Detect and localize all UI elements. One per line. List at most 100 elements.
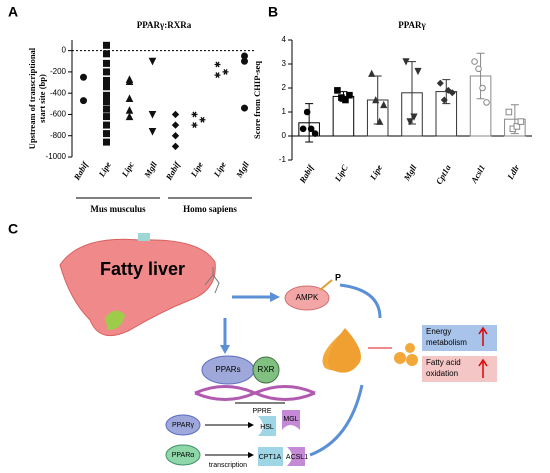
point [148, 110, 157, 119]
vessel [138, 233, 150, 241]
point [380, 100, 388, 109]
mgl-label: MGL [283, 416, 298, 423]
arrow-head [270, 292, 280, 302]
ppar-alpha [165, 444, 201, 466]
point [103, 68, 110, 76]
panel-label: A [8, 4, 18, 20]
point [376, 117, 384, 125]
point [448, 89, 456, 97]
chart-title: PPARγ:RXRa [137, 20, 192, 30]
point [125, 77, 134, 85]
point [334, 87, 341, 94]
acsl1-label: ACSL1 [286, 454, 308, 461]
ampk-label: AMPK [296, 293, 319, 302]
point [103, 121, 110, 129]
y-tick-label: 1 [282, 107, 287, 116]
group-label: Mus musculus [90, 204, 146, 214]
point [103, 91, 110, 99]
x-tick-label: Lipe [211, 160, 228, 180]
point [80, 97, 87, 105]
point [414, 67, 422, 76]
acsl1 [287, 447, 305, 466]
phospho-link [319, 279, 333, 291]
point [303, 108, 311, 116]
transcription-label: transcription [209, 462, 247, 469]
point [241, 104, 248, 112]
point [505, 108, 513, 116]
point [342, 96, 349, 104]
point [103, 76, 110, 84]
point [406, 118, 414, 126]
x-tick-label: Lipc [119, 160, 136, 180]
point [148, 57, 157, 66]
x-tick-label: Ldlr [505, 162, 522, 182]
up-arrow [478, 326, 488, 346]
x-tick-label: Rabif [163, 159, 182, 183]
ampk [284, 285, 330, 311]
arrow [339, 283, 382, 319]
hsl [258, 416, 276, 436]
panel-label: C [8, 221, 18, 237]
point [479, 84, 486, 92]
small-droplet [405, 343, 415, 353]
point [103, 50, 110, 58]
liver [59, 238, 216, 337]
liver-label: Fatty liver [100, 259, 185, 279]
point [440, 96, 448, 104]
ppar-gamma-label: PPARγ [172, 422, 195, 429]
oxidation-label: oxidation [426, 369, 458, 378]
arrow-head [248, 422, 254, 428]
point [513, 123, 521, 130]
point [410, 113, 418, 121]
up-arrow [478, 358, 488, 378]
y-tick-label: -400 [50, 88, 67, 97]
point [483, 99, 490, 106]
cpt1a-label: CPT1A [259, 454, 282, 461]
point [103, 59, 110, 67]
x-tick-label: Lipe [367, 163, 384, 183]
x-tick-label: Acsl1 [468, 163, 487, 186]
point [241, 57, 248, 65]
point [171, 132, 180, 140]
ppar-gamma [165, 414, 201, 436]
hsl-label: HSL [260, 424, 274, 431]
y-tick-label: -200 [50, 67, 67, 76]
x-tick-label: Rabif [71, 159, 90, 183]
point [103, 113, 110, 121]
y-tick-label: -800 [50, 131, 67, 140]
point [171, 121, 180, 129]
x-tick-label: LipC [332, 163, 350, 184]
point [103, 130, 110, 138]
small-droplet [394, 352, 406, 364]
point [311, 130, 319, 137]
panel-label: B [268, 4, 278, 20]
cpt1a [258, 447, 283, 466]
point [368, 69, 376, 77]
x-tick-label: Cpt1a [434, 162, 453, 186]
y-axis-label: Upstream of transcriptionalstart site (b… [27, 47, 47, 149]
point [372, 96, 380, 104]
y-tick-label: -1000 [46, 152, 67, 161]
gallbladder [105, 310, 125, 330]
point [517, 118, 525, 125]
point [191, 122, 198, 129]
arrow-head [248, 452, 254, 458]
point [307, 125, 315, 133]
point [222, 68, 229, 75]
error-bar [476, 52, 485, 100]
point [199, 116, 206, 123]
x-tick-label: Mgll [233, 159, 251, 180]
energy-label: metabolism [426, 338, 467, 347]
point [103, 83, 110, 91]
point [125, 112, 134, 121]
energy-label: Energy [426, 327, 451, 336]
point [171, 110, 180, 119]
point [103, 138, 110, 146]
y-tick-label: -1 [279, 155, 287, 164]
point [402, 58, 410, 66]
x-tick-label: Rabif [297, 162, 316, 186]
y-tick-label: 0 [62, 46, 67, 55]
point [103, 98, 110, 106]
point [125, 106, 134, 114]
